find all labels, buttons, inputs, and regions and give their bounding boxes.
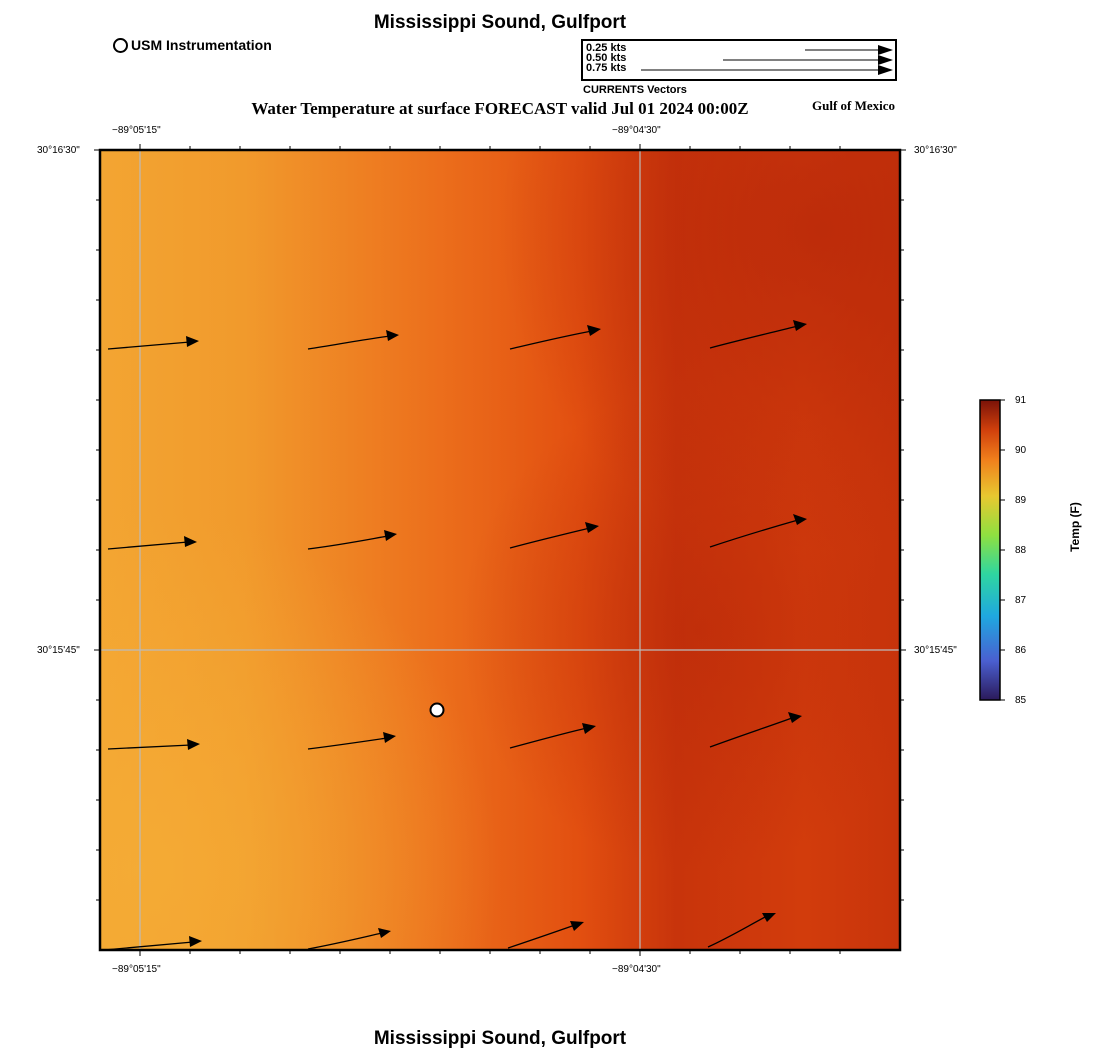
station-marker-icon bbox=[113, 37, 128, 53]
lon-label-bottom-1: −89°05'15" bbox=[112, 964, 161, 975]
current-vector-heads bbox=[184, 320, 807, 947]
vector-legend-entry: 0.50 kts bbox=[586, 52, 627, 64]
colorbar-tick: 87 bbox=[1015, 595, 1027, 606]
lon-label-bottom-2: −89°04'30" bbox=[612, 964, 661, 975]
lat-label-left-1: 30°16'30" bbox=[37, 145, 80, 156]
colorbar-tick: 90 bbox=[1015, 445, 1027, 456]
lon-label-top-2: −89°04'30" bbox=[612, 125, 661, 136]
map-frame bbox=[98, 148, 902, 952]
arrow-icon bbox=[878, 45, 893, 55]
station-legend-label: USM Instrumentation bbox=[131, 37, 272, 53]
map-title-bottom: Mississippi Sound, Gulfport bbox=[373, 1028, 627, 1049]
colorbar bbox=[979, 399, 1005, 701]
colorbar-tick: 86 bbox=[1015, 645, 1027, 656]
arrow-icon bbox=[878, 55, 893, 65]
colorbar-tick: 88 bbox=[1015, 545, 1027, 556]
lat-label-right-1: 30°16'30" bbox=[914, 145, 957, 156]
graticule bbox=[100, 150, 900, 950]
map-subtitle: Water Temperature at surface FORECAST va… bbox=[251, 99, 749, 118]
colorbar-tick: 91 bbox=[1015, 395, 1027, 406]
lat-label-left-2: 30°15'45" bbox=[37, 645, 80, 656]
temperature-field bbox=[100, 150, 900, 950]
arrow-icon bbox=[878, 65, 893, 75]
colorbar-tick: 85 bbox=[1015, 695, 1027, 706]
current-vectors bbox=[103, 325, 799, 951]
vector-legend: 0.25 kts 0.50 kts 0.75 kts bbox=[581, 39, 897, 81]
vector-legend-entry: 0.75 kts bbox=[586, 62, 627, 74]
map-title-top: Mississippi Sound, Gulfport bbox=[373, 12, 627, 33]
vector-legend-entry: 0.25 kts bbox=[586, 42, 627, 54]
usm-station-marker[interactable] bbox=[429, 702, 445, 718]
region-label: Gulf of Mexico bbox=[812, 98, 896, 113]
vector-legend-arrows bbox=[641, 45, 893, 75]
station-legend: USM Instrumentation bbox=[113, 37, 272, 53]
vector-legend-caption: CURRENTS Vectors bbox=[583, 84, 687, 96]
lon-label-top-1: −89°05'15" bbox=[112, 125, 161, 136]
colorbar-label: Temp (F) bbox=[1068, 502, 1082, 552]
lat-label-right-2: 30°15'45" bbox=[914, 645, 957, 656]
colorbar-tick: 89 bbox=[1015, 495, 1027, 506]
